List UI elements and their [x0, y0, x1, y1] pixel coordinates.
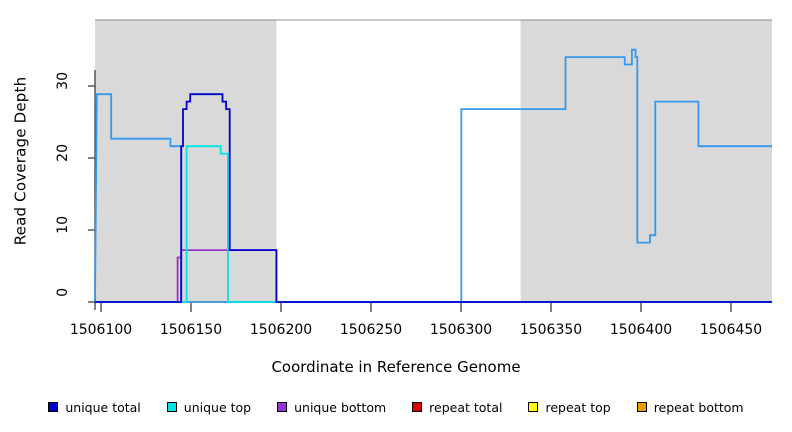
- square-swatch-icon: [412, 402, 423, 412]
- x-tick-label-1506250: 1506250: [339, 322, 403, 338]
- series-line-unique-top: [95, 145, 772, 303]
- x-tick-label-1506350: 1506350: [519, 322, 583, 338]
- y-tick-label-30: 30: [55, 72, 71, 90]
- legend-label: repeat top: [545, 399, 611, 415]
- x-tick-label-1506300: 1506300: [429, 322, 493, 338]
- y-axis-title: Read Coverage Depth: [6, 0, 34, 322]
- legend-item-repeat-total[interactable]: repeat total: [412, 400, 502, 415]
- chart-legend: unique total unique top unique bottom repea…: [0, 396, 792, 418]
- legend-label: unique top: [183, 399, 252, 415]
- x-tick-label-1506100: 1506100: [69, 322, 133, 338]
- square-swatch-icon: [528, 402, 539, 412]
- square-swatch-icon: [48, 402, 59, 412]
- y-tick-label-0: 0: [55, 288, 71, 297]
- legend-item-unique-bottom[interactable]: unique bottom: [277, 400, 386, 415]
- shaded-region-right: [520, 20, 772, 302]
- x-tick-label-1506450: 1506450: [699, 322, 763, 338]
- x-tick-label-1506200: 1506200: [249, 322, 313, 338]
- legend-label: repeat total: [429, 399, 503, 415]
- legend-label: unique total: [65, 399, 141, 415]
- x-tick-label-1506400: 1506400: [609, 322, 673, 338]
- shaded-region-left: [95, 20, 277, 302]
- square-swatch-icon: [277, 402, 288, 412]
- legend-item-unique-total[interactable]: unique total: [48, 399, 141, 415]
- x-axis-title: Coordinate in Reference Genome: [271, 358, 521, 376]
- legend-item-repeat-bottom[interactable]: repeat bottom: [636, 399, 744, 415]
- y-tick-label-10: 10: [55, 216, 71, 234]
- series-group: [94, 48, 772, 303]
- square-swatch-icon: [166, 402, 177, 412]
- x-tick-label-1506150: 1506150: [159, 322, 223, 338]
- x-tick-marks: [100, 302, 732, 312]
- legend-item-repeat-top[interactable]: repeat top: [528, 399, 611, 415]
- legend-label: repeat bottom: [653, 399, 744, 415]
- series-line-repeat-total: [94, 48, 772, 303]
- series-line-unique-total: [95, 93, 772, 303]
- legend-label: unique bottom: [294, 399, 387, 415]
- y-axis-title-text: Read Coverage Depth: [11, 76, 29, 246]
- y-tick-label-20: 20: [55, 144, 71, 162]
- legend-item-unique-top[interactable]: unique top: [166, 399, 252, 415]
- square-swatch-icon: [636, 402, 647, 412]
